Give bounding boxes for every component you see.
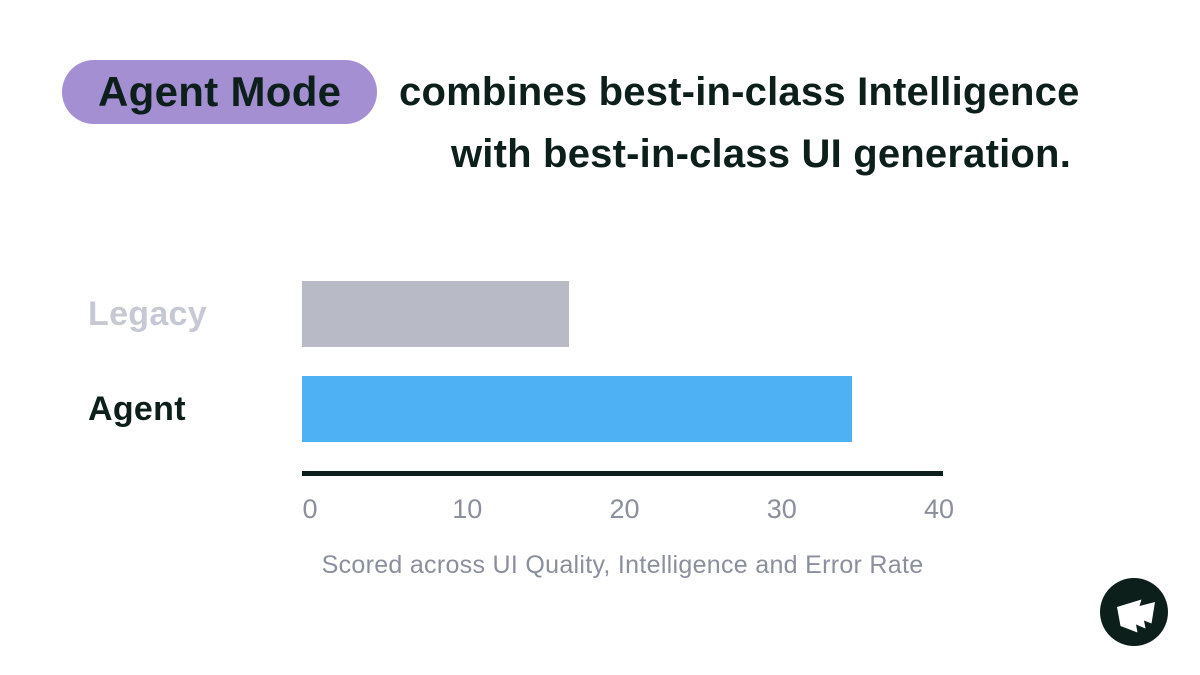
x-tick-label: 30 bbox=[766, 494, 797, 524]
bar-label: Legacy bbox=[88, 295, 207, 333]
bar bbox=[302, 281, 569, 347]
x-axis-line bbox=[302, 471, 943, 476]
x-tick-label: 40 bbox=[923, 494, 955, 524]
x-tick-label: 10 bbox=[452, 494, 483, 524]
title-line-1: combines best-in-class Intelligence bbox=[399, 70, 1080, 114]
agent-mode-pill: Agent Mode bbox=[62, 60, 378, 124]
x-tick-label: 0 bbox=[302, 494, 318, 524]
title-line-2: with best-in-class UI generation. bbox=[450, 132, 1072, 176]
x-tick-label: 20 bbox=[609, 494, 640, 524]
x-axis-caption: Scored across UI Quality, Intelligence a… bbox=[321, 551, 924, 579]
bar bbox=[302, 376, 852, 442]
flag-icon bbox=[1100, 578, 1168, 646]
brand-logo bbox=[1100, 578, 1168, 646]
bar-label: Agent bbox=[88, 390, 186, 428]
